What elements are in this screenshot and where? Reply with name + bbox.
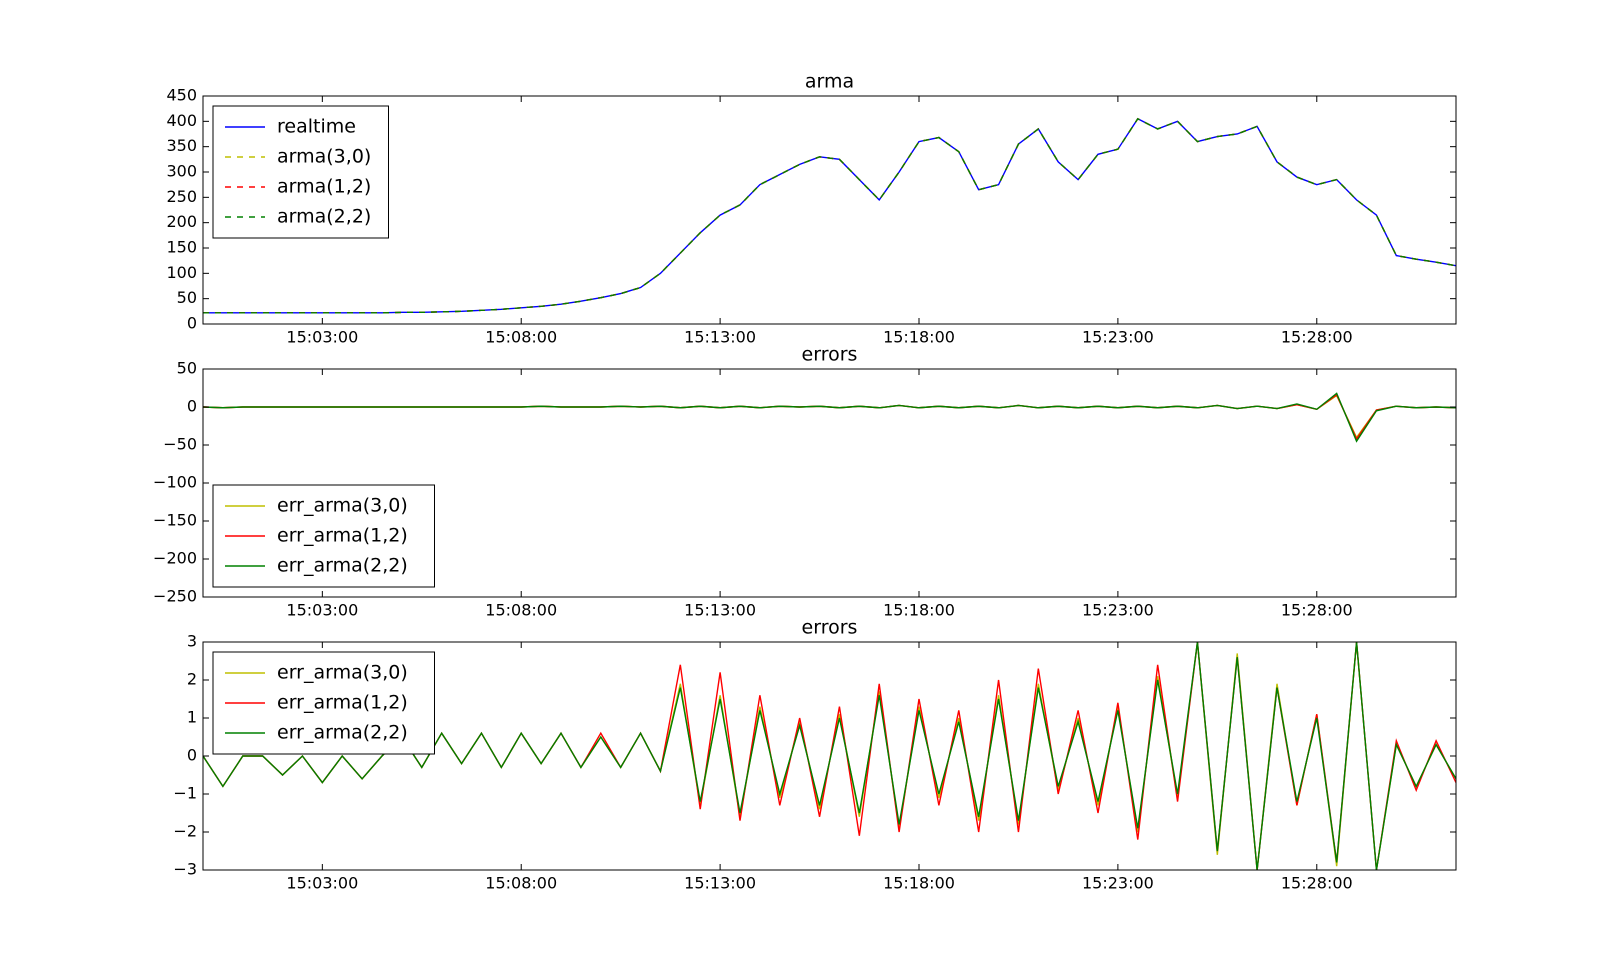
subplot: errors −250 −200 −150 −100 −50 0 50 15:03:00 15:0… [153,344,1457,620]
y-tick-label: −250 [153,587,197,606]
y-tick-label: 200 [166,212,197,231]
legend-label: arma(2,2) [277,206,371,228]
subplot-title: arma [805,71,854,93]
series-line [203,117,1456,314]
y-tick-label: 0 [187,397,197,416]
y-tick-label: −200 [153,549,197,568]
x-tick-label: 15:28:00 [1281,874,1353,893]
y-tick-label: 400 [166,111,197,130]
legend: realtime arma(3,0) arma(1,2) arma(2,2) [212,105,389,239]
legend: err_arma(3,0) err_arma(1,2) err_arma(2,2) [212,651,435,755]
x-tick-label: 15:18:00 [883,874,955,893]
series-line [203,117,1456,314]
y-tick-label: 150 [166,238,197,257]
x-tick-label: 15:13:00 [684,874,756,893]
y-tick-label: 3 [187,632,197,651]
y-tick-label: −100 [153,473,197,492]
x-tick-label: 15:23:00 [1082,874,1154,893]
legend-label: err_arma(1,2) [277,525,408,547]
legend-label: err_arma(1,2) [277,692,408,714]
x-tick-label: 15:18:00 [883,328,955,347]
x-tick-label: 15:23:00 [1082,601,1154,620]
series-line [203,394,1456,439]
y-tick-label: 450 [166,86,197,105]
y-tick-label: −50 [163,435,197,454]
series-line [203,117,1456,314]
y-tick-label: 50 [177,359,197,378]
y-tick-label: 0 [187,314,197,333]
x-tick-label: 15:13:00 [684,328,756,347]
legend-label: arma(1,2) [277,176,371,198]
y-tick-label: 100 [166,263,197,282]
legend-label: err_arma(3,0) [277,662,408,684]
x-tick-label: 15:03:00 [286,328,358,347]
subplot: errors −3 −2 −1 0 1 2 3 15:03:00 15:08:00 15:13:00… [173,617,1457,893]
x-tick-label: 15:03:00 [286,601,358,620]
y-tick-label: −2 [173,822,197,841]
legend-label: err_arma(3,0) [277,495,408,517]
y-tick-label: −3 [173,860,197,879]
y-tick-label: 250 [166,187,197,206]
x-tick-label: 15:03:00 [286,874,358,893]
y-tick-label: 2 [187,670,197,689]
subplot: arma 0 50 100 150 200 250 300 350 400 450 15:03:00 1… [166,71,1457,347]
legend-label: realtime [277,116,356,138]
plot-frame [202,95,1457,325]
y-tick-label: 50 [177,288,197,307]
subplot-title: errors [802,344,858,366]
x-tick-label: 15:23:00 [1082,328,1154,347]
series-line [203,393,1456,441]
x-tick-label: 15:08:00 [485,874,557,893]
legend-label: err_arma(2,2) [277,722,408,744]
y-tick-label: 350 [166,136,197,155]
legend: err_arma(3,0) err_arma(1,2) err_arma(2,2) [212,484,435,588]
y-tick-label: 300 [166,162,197,181]
x-tick-label: 15:28:00 [1281,328,1353,347]
series-line [203,392,1456,443]
legend-box [212,105,389,239]
subplot-title: errors [802,617,858,639]
x-tick-label: 15:08:00 [485,328,557,347]
x-tick-label: 15:18:00 [883,601,955,620]
y-tick-label: 0 [187,746,197,765]
y-tick-label: −150 [153,511,197,530]
y-tick-label: 1 [187,708,197,727]
series-line [203,117,1456,314]
legend-label: arma(3,0) [277,146,371,168]
legend-label: err_arma(2,2) [277,555,408,577]
y-tick-label: −1 [173,784,197,803]
x-tick-label: 15:08:00 [485,601,557,620]
x-tick-label: 15:28:00 [1281,601,1353,620]
x-tick-label: 15:13:00 [684,601,756,620]
